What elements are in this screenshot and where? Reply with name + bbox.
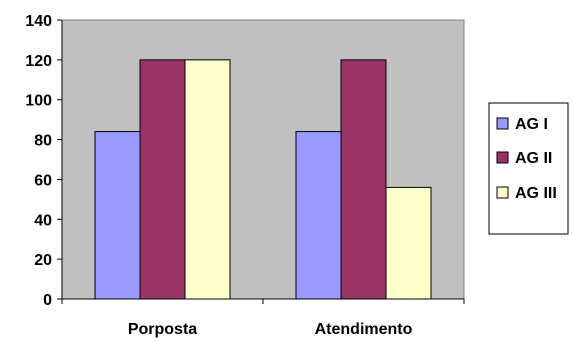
legend-label-ag-ii: AG II [515,150,552,167]
bar-ag-i-porposta [94,131,141,300]
y-tick-label: 120 [25,53,52,70]
y-tick-label: 60 [34,172,52,189]
legend-label-ag-iii: AG III [515,185,557,202]
legend: AG I AG II AG III [488,102,569,235]
bar-ag-iii-porposta [184,59,231,300]
bar-ag-iii-atendimento [385,186,432,300]
x-category-label: Atendimento [315,321,413,338]
y-tick-label: 100 [25,93,52,110]
y-tick-label: 80 [34,133,52,150]
y-ticks-group: 0 20 40 60 80 100 120 140 [25,13,62,309]
y-tick-label: 20 [34,252,52,269]
bars-group [94,59,432,300]
legend-swatch-ag-iii [496,186,509,199]
legend-swatch-ag-i [496,117,509,130]
y-tick-label: 40 [34,212,52,229]
bar-ag-ii-atendimento [340,59,387,300]
x-category-label: Porposta [128,321,197,338]
bar-ag-i-atendimento [295,131,342,300]
bar-ag-ii-porposta [139,59,186,300]
y-tick-label: 140 [25,13,52,30]
legend-swatch-ag-ii [496,151,509,164]
x-labels-group: Porposta Atendimento [61,299,465,338]
legend-label-ag-i: AG I [515,116,548,133]
y-tick-label: 0 [43,292,52,309]
